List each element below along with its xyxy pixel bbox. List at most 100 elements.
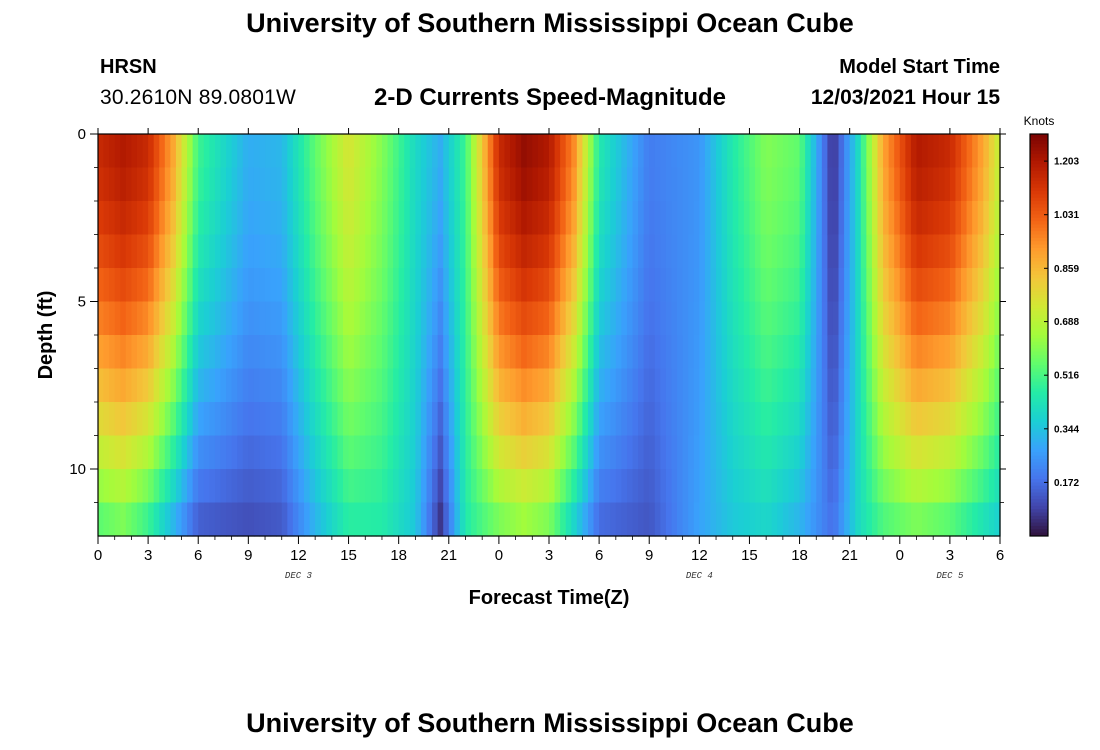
heatmap-cell — [298, 234, 305, 269]
heatmap-cell — [721, 301, 728, 336]
heatmap-cell — [125, 435, 133, 470]
heatmap-cell — [671, 268, 678, 303]
heatmap-cell — [164, 301, 171, 336]
heatmap-cell — [510, 435, 517, 470]
heatmap-cell — [732, 301, 739, 336]
heatmap-cell — [782, 469, 790, 504]
heatmap-cell — [805, 402, 812, 437]
heatmap-cell — [398, 234, 405, 269]
heatmap-cell — [309, 167, 316, 202]
heatmap-cell — [849, 469, 856, 504]
heatmap-cell — [381, 201, 389, 236]
heatmap-cell — [927, 201, 934, 236]
heatmap-cell — [354, 402, 361, 437]
heatmap-cell — [365, 402, 372, 437]
heatmap-cell — [164, 502, 171, 537]
heatmap-cell — [682, 234, 689, 269]
heatmap-cell — [409, 201, 416, 236]
heatmap-cell — [927, 301, 934, 336]
heatmap-cell — [977, 435, 984, 470]
heatmap-cell — [543, 167, 550, 202]
heatmap-cell — [242, 134, 249, 169]
heatmap-cell — [665, 201, 673, 236]
heatmap-cell — [237, 301, 244, 336]
heatmap-cell — [966, 167, 973, 202]
heatmap-cell — [621, 502, 628, 537]
heatmap-cell — [315, 234, 322, 269]
heatmap-cell — [214, 368, 222, 403]
colorbar-strip — [1030, 324, 1048, 329]
heatmap-cell — [242, 167, 249, 202]
heatmap-cell — [671, 201, 678, 236]
heatmap-cell — [276, 201, 283, 236]
heatmap-cell — [103, 469, 110, 504]
heatmap-cell — [610, 134, 617, 169]
heatmap-cell — [638, 402, 645, 437]
heatmap-cell — [604, 167, 611, 202]
colorbar-strip — [1030, 224, 1048, 229]
heatmap-cell — [743, 469, 751, 504]
heatmap-cell — [938, 201, 945, 236]
colorbar-strip — [1030, 308, 1048, 313]
heatmap-cell — [916, 435, 923, 470]
heatmap-cell — [565, 134, 572, 169]
heatmap-cell — [977, 335, 984, 370]
heatmap-cell — [710, 402, 717, 437]
heatmap-cell — [871, 435, 879, 470]
heatmap-cell — [749, 134, 756, 169]
heatmap-cell — [961, 268, 968, 303]
heatmap-cell — [799, 402, 806, 437]
heatmap-cell — [554, 201, 561, 236]
heatmap-cell — [621, 234, 628, 269]
heatmap-cell — [844, 134, 851, 169]
colorbar-strip — [1030, 405, 1048, 410]
heatmap-cell — [226, 301, 233, 336]
heatmap-cell — [198, 268, 205, 303]
heatmap-cell — [192, 335, 199, 370]
heatmap-cell — [554, 368, 561, 403]
x-tick-label: 3 — [545, 547, 553, 564]
heatmap-cell — [788, 368, 795, 403]
heatmap-cell — [832, 201, 840, 236]
heatmap-cell — [493, 234, 500, 269]
heatmap-cell — [532, 234, 539, 269]
heatmap-cell — [170, 134, 177, 169]
heatmap-cell — [933, 335, 940, 370]
heatmap-cell — [281, 435, 288, 470]
heatmap-cell — [220, 167, 227, 202]
heatmap-cell — [148, 201, 155, 236]
heatmap-cell — [320, 335, 327, 370]
heatmap-cell — [98, 502, 105, 537]
heatmap-cell — [131, 301, 138, 336]
heatmap-cell — [788, 469, 795, 504]
heatmap-cell — [916, 234, 923, 269]
heatmap-cell — [988, 368, 996, 403]
heatmap-cell — [187, 368, 194, 403]
heatmap-cell — [387, 402, 394, 437]
heatmap-cell — [304, 435, 311, 470]
heatmap-cell — [482, 335, 489, 370]
heatmap-cell — [727, 167, 734, 202]
heatmap-cell — [404, 335, 411, 370]
heatmap-cell — [131, 234, 138, 269]
heatmap-cell — [471, 201, 478, 236]
heatmap-cell — [922, 268, 929, 303]
colorbar-strip — [1030, 231, 1048, 235]
heatmap-cell — [560, 435, 567, 470]
heatmap-cell — [136, 234, 144, 269]
heatmap-cell — [771, 301, 778, 336]
x-tick-label: 3 — [144, 547, 152, 564]
heatmap-cell — [654, 335, 661, 370]
heatmap-cell — [365, 335, 372, 370]
heatmap-cell — [159, 402, 166, 437]
heatmap-cell — [181, 502, 188, 537]
heatmap-cell — [665, 335, 673, 370]
heatmap-cell — [443, 368, 450, 403]
heatmap-cell — [593, 234, 600, 269]
heatmap-cell — [615, 435, 622, 470]
heatmap-cell — [721, 502, 728, 537]
heatmap-cell — [415, 368, 422, 403]
colorbar-strip — [1030, 499, 1048, 503]
heatmap-cell — [359, 502, 366, 537]
heatmap-cell — [510, 402, 517, 437]
